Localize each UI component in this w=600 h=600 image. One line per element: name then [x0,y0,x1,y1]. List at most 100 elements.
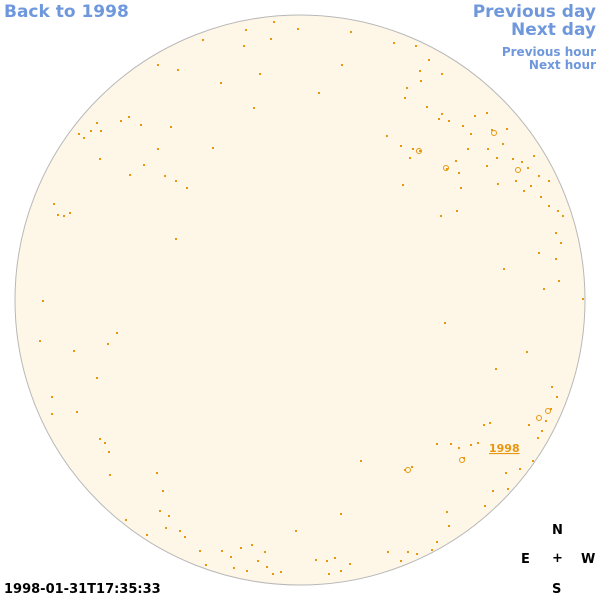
feature-dot [436,443,438,445]
feature-dot [409,157,411,159]
feature-dot [460,187,462,189]
feature-dot [505,472,507,474]
feature-dot [489,422,491,424]
previous-day-link[interactable]: Previous day [472,2,596,22]
feature-dot [582,298,584,300]
feature-dot [318,92,320,94]
feature-dot [116,332,118,334]
feature-dot [538,175,540,177]
feature-dot [39,340,41,342]
feature-dot [550,408,552,410]
solar-disk [14,14,586,586]
feature-dot [492,490,494,492]
next-hour-link[interactable]: Next hour [528,58,596,72]
feature-dot [143,164,145,166]
feature-dot [129,174,131,176]
feature-dot [233,567,235,569]
feature-dot [411,466,413,468]
feature-dot [527,167,529,169]
feature-dot [540,196,542,198]
feature-dot [168,515,170,517]
feature-dot [455,160,457,162]
feature-dot [404,97,406,99]
feature-dot [521,161,523,163]
feature-dot [530,185,532,187]
feature-dot [393,42,395,44]
feature-dot [470,444,472,446]
feature-dot [315,559,317,561]
feature-dot [96,377,98,379]
feature-dot [212,147,214,149]
feature-dot [99,438,101,440]
feature-dot [266,566,268,568]
feature-dot [436,541,438,543]
feature-ring [443,165,449,171]
feature-dot [253,107,255,109]
feature-dot [280,571,282,573]
feature-dot [42,300,44,302]
feature-dot [165,527,167,529]
feature-dot [400,145,402,147]
feature-dot [157,64,159,66]
region-link-1998[interactable]: 1998 [489,442,520,455]
feature-dot [560,242,562,244]
next-day-link[interactable]: Next day [511,20,596,40]
feature-dot [562,215,564,217]
feature-dot [83,137,85,139]
feature-dot [491,129,493,131]
back-to-year-link[interactable]: Back to 1998 [4,2,129,22]
feature-dot [407,551,409,553]
feature-dot [483,424,485,426]
feature-dot [484,505,486,507]
observation-timestamp: 1998-01-31T17:35:33 [4,582,161,597]
feature-dot [243,45,245,47]
feature-dot [387,551,389,553]
feature-dot [416,553,418,555]
feature-dot [107,343,109,345]
feature-dot [90,130,92,132]
feature-dot [537,437,539,439]
feature-dot [162,490,164,492]
feature-dot [428,59,430,61]
feature-dot [177,69,179,71]
feature-dot [156,472,158,474]
feature-dot [51,413,53,415]
feature-dot [543,288,545,290]
feature-ring [416,148,422,154]
feature-dot [419,70,421,72]
feature-dot [273,21,275,23]
compass-north: N [552,523,563,538]
feature-dot [128,116,130,118]
feature-dot [526,351,528,353]
feature-dot [441,73,443,75]
feature-dot [440,215,442,217]
feature-dot [340,570,342,572]
feature-dot [140,124,142,126]
feature-dot [295,530,297,532]
feature-dot [78,133,80,135]
feature-dot [386,135,388,137]
feature-dot [470,133,472,135]
feature-dot [555,258,557,260]
feature-dot [109,474,111,476]
feature-dot [548,205,550,207]
feature-dot [120,120,122,122]
compass-center: + [552,551,563,566]
feature-dot [462,125,464,127]
feature-dot [272,573,274,575]
feature-dot [349,563,351,565]
feature-dot [502,143,504,145]
previous-hour-link[interactable]: Previous hour [501,45,596,59]
feature-dot [108,451,110,453]
feature-dot [458,447,460,449]
feature-dot [221,550,223,552]
feature-ring [491,130,497,136]
feature-ring [405,467,411,473]
active-region-markers [39,21,584,575]
feature-dot [199,550,201,552]
feature-dot [360,460,362,462]
feature-dot [51,396,53,398]
feature-dot [515,180,517,182]
feature-dot [431,549,433,551]
feature-dot [557,210,559,212]
